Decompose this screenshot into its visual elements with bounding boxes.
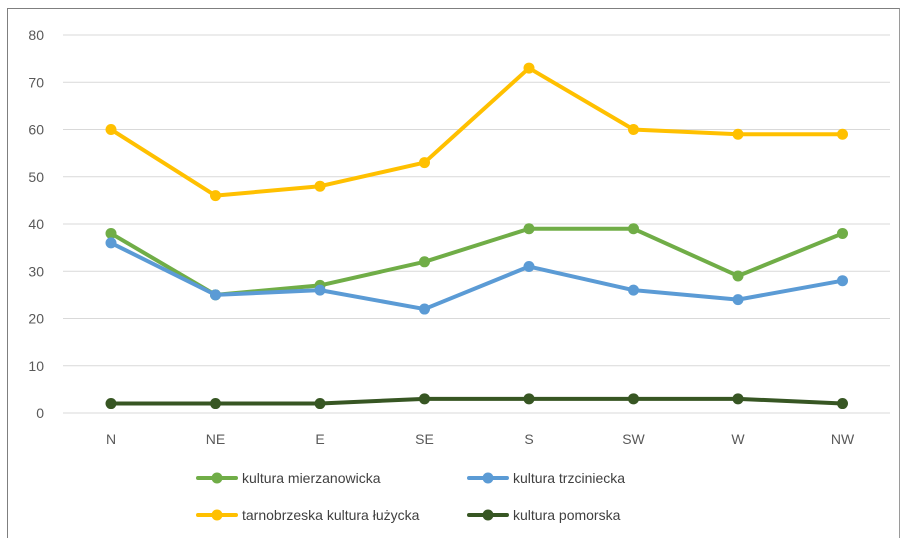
legend-label: tarnobrzeska kultura łużycka (242, 507, 420, 523)
series-lines (105, 62, 848, 410)
data-point (523, 223, 535, 235)
y-tick-label: 20 (28, 311, 44, 327)
legend-swatch-marker (211, 509, 223, 521)
series-2 (105, 62, 848, 202)
legend: kultura mierzanowicka kultura trzciniecka… (196, 470, 625, 523)
data-point (628, 223, 639, 235)
x-tick-label: NW (831, 431, 855, 447)
legend-label: kultura trzciniecka (513, 470, 625, 486)
data-point (732, 393, 744, 405)
data-point (837, 275, 848, 287)
series-line (109, 226, 845, 297)
data-point (523, 261, 535, 273)
legend-item: kultura mierzanowicka (196, 470, 381, 486)
data-point (105, 227, 117, 239)
data-point (732, 294, 744, 306)
x-tick-label: W (731, 431, 745, 447)
y-tick-label: 50 (28, 169, 44, 185)
data-point (523, 62, 535, 74)
legend-item: tarnobrzeska kultura łużycka (196, 507, 420, 523)
data-point (732, 270, 744, 282)
x-tick-label: NE (206, 431, 225, 447)
x-axis-tick-labels: N NE E SE S SW W NW (106, 431, 855, 447)
data-point (732, 128, 744, 140)
x-tick-label: SE (415, 431, 434, 447)
data-point (419, 303, 430, 315)
series-line (109, 240, 845, 312)
y-axis-tick-labels: 0 10 20 30 40 50 60 70 80 (28, 27, 44, 421)
y-tick-label: 10 (28, 358, 44, 374)
legend-label: kultura pomorska (513, 507, 621, 523)
x-tick-label: S (524, 431, 533, 447)
series-3 (105, 393, 848, 410)
data-point (314, 284, 326, 296)
y-tick-label: 40 (28, 216, 44, 232)
data-point (210, 289, 221, 301)
data-point (314, 180, 326, 192)
y-tick-label: 80 (28, 27, 44, 43)
y-tick-label: 30 (28, 263, 44, 279)
data-point (837, 128, 848, 140)
y-tick-label: 60 (28, 122, 44, 138)
y-tick-label: 0 (36, 405, 44, 421)
legend-item: kultura pomorska (467, 507, 621, 523)
data-point (419, 256, 430, 268)
data-point (105, 237, 117, 249)
data-point (628, 284, 639, 296)
x-tick-label: E (315, 431, 324, 447)
series-line (109, 66, 845, 198)
chart-frame (7, 8, 900, 538)
legend-swatch-marker (211, 472, 223, 484)
data-point (523, 393, 535, 405)
data-point (105, 398, 117, 410)
data-point (210, 398, 221, 410)
data-point (419, 157, 430, 169)
data-point (628, 393, 639, 405)
data-point (210, 190, 221, 202)
legend-label: kultura mierzanowicka (242, 470, 381, 486)
series-1 (105, 237, 848, 315)
x-tick-label: SW (622, 431, 645, 447)
data-point (314, 398, 326, 410)
x-tick-label: N (106, 431, 116, 447)
legend-swatch-marker (482, 509, 494, 521)
data-point (628, 124, 639, 135)
data-point (105, 124, 117, 135)
data-point (837, 227, 848, 239)
y-tick-label: 70 (28, 74, 44, 90)
data-point (837, 398, 848, 410)
gridlines (63, 34, 890, 414)
legend-item: kultura trzciniecka (467, 470, 625, 486)
data-point (419, 393, 430, 405)
series-line (109, 396, 845, 406)
legend-swatch-marker (482, 472, 494, 484)
